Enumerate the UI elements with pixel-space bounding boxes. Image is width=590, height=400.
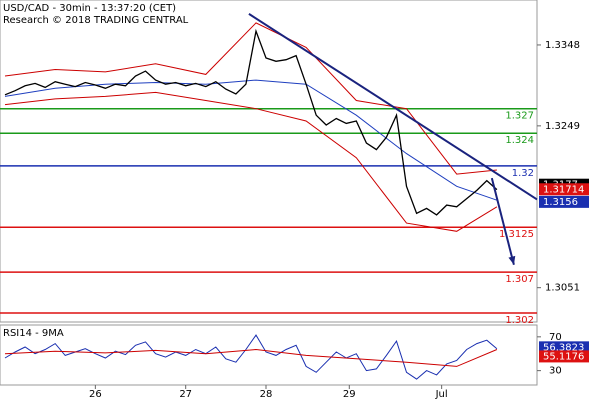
band bbox=[4, 22, 497, 175]
x-tick-label: 28 bbox=[260, 389, 273, 400]
level-label: 1.302 bbox=[505, 315, 534, 326]
rsi-tick-label: 70 bbox=[549, 332, 562, 343]
level-label: 1.307 bbox=[505, 274, 534, 285]
x-tick-label: 26 bbox=[89, 389, 102, 400]
y-tick-label: 1.3249 bbox=[545, 121, 580, 132]
x-tick-label: 27 bbox=[179, 389, 192, 400]
price-badge-label: 1.31714 bbox=[543, 184, 584, 195]
price-badge-label: 55.1176 bbox=[543, 351, 584, 362]
price-badge-label: 56.3823 bbox=[543, 342, 584, 353]
rsi-line bbox=[4, 334, 498, 380]
subtitle: Research © 2018 TRADING CENTRAL bbox=[3, 15, 189, 26]
title: USD/CAD - 30min - 13:37:20 (CET) bbox=[3, 3, 176, 14]
rsi-tick-label: 30 bbox=[549, 366, 562, 377]
price-badge bbox=[539, 341, 589, 354]
level-label: 1.324 bbox=[505, 135, 534, 146]
level-label: 1.327 bbox=[505, 111, 534, 122]
rsi-title: RSI14 - 9MA bbox=[3, 328, 64, 339]
y-tick-label: 1.3051 bbox=[545, 283, 580, 294]
y-tick-label: 1.3348 bbox=[545, 40, 580, 51]
arrow bbox=[490, 177, 515, 266]
arrow-head bbox=[508, 255, 516, 265]
x-tick-label: 29 bbox=[343, 389, 356, 400]
band bbox=[4, 91, 498, 232]
x-tick-label: Jul bbox=[435, 389, 448, 400]
band bbox=[4, 79, 498, 201]
level-label: 1.32 bbox=[512, 168, 534, 179]
price-badge-label: 1.3156 bbox=[543, 197, 578, 208]
trendline bbox=[248, 13, 538, 201]
price-badge bbox=[539, 183, 589, 196]
price-badge bbox=[539, 195, 589, 208]
rsi-panel bbox=[0, 324, 538, 386]
price-line bbox=[4, 28, 498, 216]
price-badge bbox=[539, 350, 589, 363]
rsi-ma-line bbox=[4, 348, 498, 367]
main-panel bbox=[0, 0, 538, 323]
level-label: 1.3125 bbox=[499, 229, 534, 240]
